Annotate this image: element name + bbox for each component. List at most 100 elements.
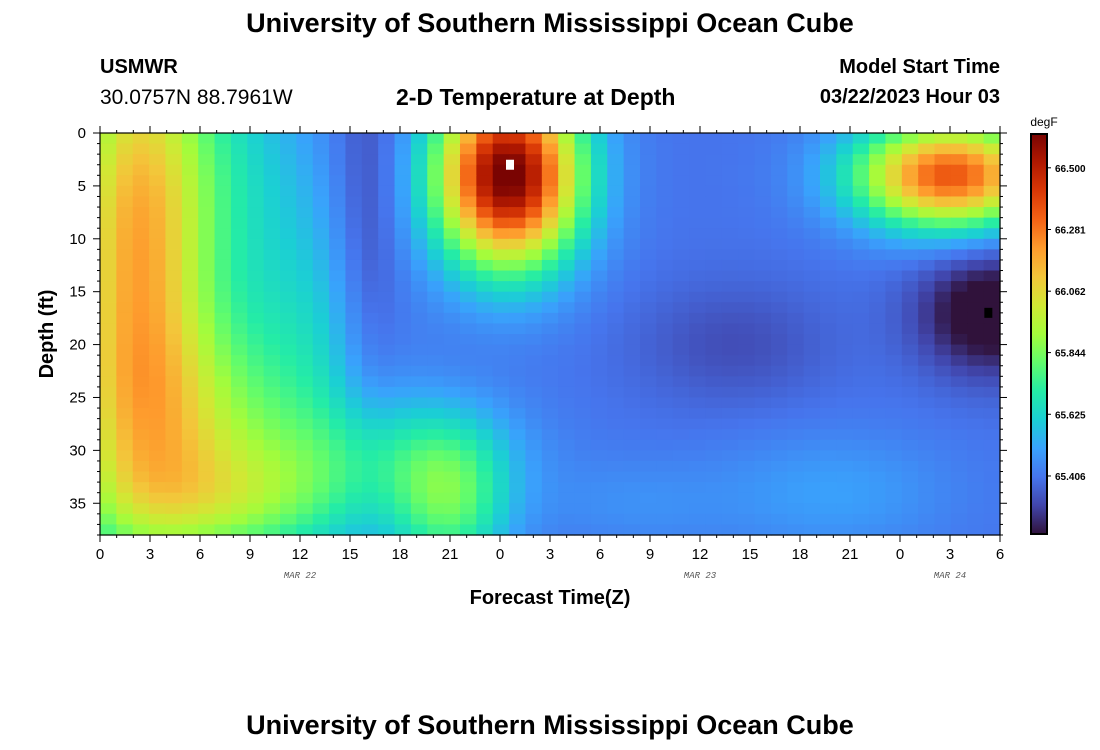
heatmap-cell — [329, 281, 347, 293]
heatmap-cell — [165, 460, 183, 473]
heatmap-cell — [263, 249, 281, 261]
heatmap-cell — [656, 196, 674, 208]
heatmap-cell — [443, 355, 461, 367]
heatmap-cell — [607, 249, 625, 261]
heatmap-cell — [558, 228, 576, 240]
heatmap-cell — [852, 418, 870, 430]
heatmap-cell — [640, 386, 657, 399]
heatmap-cell — [149, 439, 167, 451]
heatmap-cell — [934, 418, 952, 430]
heatmap-cell — [443, 376, 461, 388]
heatmap-cell — [378, 460, 396, 473]
heatmap-cell — [378, 323, 396, 335]
heatmap-cell — [721, 365, 739, 377]
heatmap-cell — [541, 259, 559, 272]
heatmap-cell — [640, 376, 657, 388]
heatmap-cell — [885, 482, 903, 494]
heatmap-cell — [901, 217, 919, 229]
heatmap-cell — [901, 408, 919, 420]
heatmap-cell — [950, 355, 968, 367]
heatmap-cell — [738, 238, 756, 250]
heatmap-cell — [361, 450, 379, 462]
heatmap-cell — [983, 323, 1001, 335]
heatmap-cell — [689, 312, 707, 325]
heatmap-cell — [967, 376, 985, 388]
heatmap-cell — [558, 460, 576, 473]
heatmap-cell — [165, 482, 183, 494]
heatmap-cell — [607, 323, 625, 335]
heatmap-cell — [787, 270, 805, 282]
heatmap-cell — [541, 228, 559, 240]
heatmap-cell — [918, 291, 936, 303]
heatmap-cell — [132, 133, 150, 145]
heatmap-cell — [901, 471, 919, 483]
heatmap-cell — [394, 291, 412, 303]
heatmap-cell — [492, 175, 510, 187]
heatmap-cell — [460, 365, 477, 377]
heatmap-cell — [885, 164, 903, 176]
y-tick-label: 0 — [78, 125, 86, 142]
heatmap-cell — [901, 450, 919, 462]
heatmap-cell — [394, 302, 412, 314]
heatmap-cell — [345, 270, 363, 282]
heatmap-cell — [165, 471, 183, 483]
heatmap-cell — [296, 291, 314, 303]
heatmap-cell — [738, 185, 756, 198]
heatmap-cell — [705, 185, 723, 198]
heatmap-cell — [623, 365, 641, 377]
heatmap-cell — [198, 249, 216, 261]
heatmap-cell — [574, 397, 592, 409]
heatmap-cell — [918, 344, 936, 356]
heatmap-cell — [967, 207, 985, 219]
heatmap-cell — [590, 228, 608, 240]
heatmap-cell — [312, 376, 330, 388]
heatmap-cell — [754, 281, 772, 293]
heatmap-cell — [509, 291, 527, 303]
heatmap-cell — [394, 259, 412, 272]
heatmap-cell — [852, 376, 870, 388]
heatmap-cell — [149, 482, 167, 494]
heatmap-cell — [312, 386, 330, 399]
heatmap-cell — [885, 376, 903, 388]
heatmap-cell — [149, 154, 167, 166]
heatmap-cell — [574, 238, 592, 250]
heatmap-cell — [558, 185, 576, 198]
heatmap-cell — [803, 281, 821, 293]
heatmap-cell — [656, 397, 674, 409]
heatmap-cell — [378, 450, 396, 462]
heatmap-cell — [230, 408, 248, 420]
heatmap-cell — [705, 133, 723, 145]
heatmap-cell — [983, 386, 1001, 399]
heatmap-cell — [901, 164, 919, 176]
heatmap-cell — [640, 270, 657, 282]
heatmap-cell — [525, 312, 543, 325]
heatmap-cell — [116, 238, 134, 250]
heatmap-cell — [721, 471, 739, 483]
heatmap-cell — [640, 439, 657, 451]
heatmap-cell — [983, 238, 1001, 250]
heatmap-cell — [214, 355, 232, 367]
heatmap-cell — [967, 302, 985, 314]
heatmap-cell — [754, 397, 772, 409]
heatmap-cell — [509, 270, 527, 282]
heatmap-cell — [770, 482, 788, 494]
heatmap-cell — [672, 460, 690, 473]
heatmap-cell — [329, 196, 347, 208]
heatmap-cell — [460, 175, 477, 187]
heatmap-cell — [869, 418, 887, 430]
heatmap-cell — [770, 259, 788, 272]
heatmap-cell — [460, 217, 477, 229]
heatmap-cell — [230, 228, 248, 240]
heatmap-cell — [116, 355, 134, 367]
heatmap-cell — [116, 249, 134, 261]
heatmap-cell — [181, 291, 199, 303]
heatmap-cell — [656, 408, 674, 420]
heatmap-cell — [198, 302, 216, 314]
heatmap-cell — [329, 217, 347, 229]
heatmap-cell — [296, 460, 314, 473]
y-axis-label: Depth (ft) — [36, 290, 58, 379]
heatmap-cell — [345, 217, 363, 229]
heatmap-cell — [983, 524, 1001, 536]
heatmap-cell — [132, 323, 150, 335]
heatmap-cell — [149, 164, 167, 176]
